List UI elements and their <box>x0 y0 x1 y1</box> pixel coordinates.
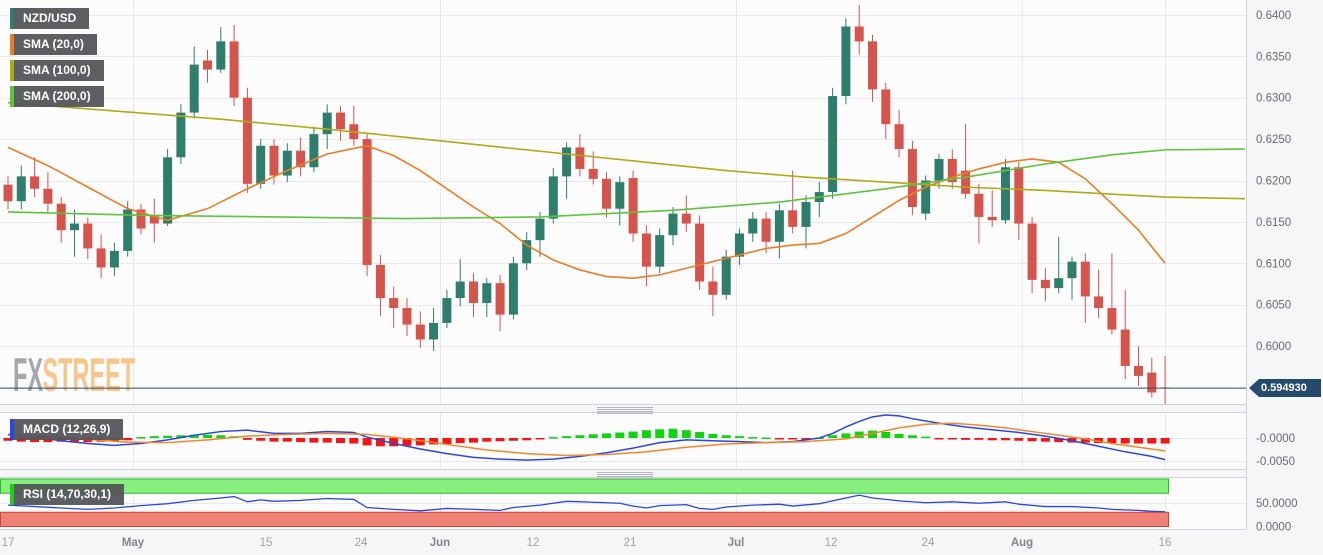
sma20-line <box>7 144 1166 280</box>
panel-splitter-handle[interactable] <box>597 407 653 414</box>
sma100-label: SMA (100,0) <box>23 63 91 77</box>
svg-text:May: May <box>122 537 145 549</box>
svg-text:12: 12 <box>527 537 540 549</box>
svg-text:0.0000: 0.0000 <box>1256 522 1291 534</box>
rsi-label: RSI (14,70,30,1) <box>23 487 112 501</box>
macd-legend-chip[interactable]: MACD (12,26,9) <box>10 419 124 440</box>
svg-text:-0.0050: -0.0050 <box>1256 456 1295 468</box>
svg-text:24: 24 <box>922 537 935 549</box>
signal-line <box>7 422 1166 457</box>
svg-text:17: 17 <box>2 537 15 549</box>
candles-layer[interactable] <box>3 4 1170 406</box>
fxstreet-watermark: FX STREET <box>13 348 135 401</box>
sma200-line <box>7 148 1245 220</box>
svg-text:Jul: Jul <box>728 537 745 549</box>
sma200-legend-chip[interactable]: SMA (200,0) <box>10 86 104 107</box>
svg-text:0.6200: 0.6200 <box>1256 176 1291 188</box>
sma200-color-bar <box>10 86 14 107</box>
sma-overlays <box>7 101 1245 280</box>
sma20-color-bar <box>10 34 14 55</box>
svg-text:50.0000: 50.0000 <box>1256 498 1298 510</box>
svg-text:16: 16 <box>1159 537 1172 549</box>
macd-label: MACD (12,26,9) <box>23 422 111 436</box>
panel-splitter-handle[interactable] <box>597 472 653 479</box>
svg-text:0.6350: 0.6350 <box>1256 51 1291 63</box>
rsi-line <box>7 494 1166 513</box>
svg-text:Jun: Jun <box>430 537 450 549</box>
macd-panel[interactable] <box>0 413 1246 469</box>
current-price-badge: 0.594930 <box>1249 379 1321 397</box>
svg-text:24: 24 <box>355 537 368 549</box>
macd-line <box>7 414 1166 461</box>
watermark-fx: FX <box>13 348 43 401</box>
price-axis-labels: 0.6400 0.6350 0.6300 0.6250 0.6200 0.6150 0.61… <box>1256 10 1298 534</box>
gridlines <box>0 0 1246 529</box>
svg-text:Aug: Aug <box>1011 537 1033 549</box>
svg-text:0.6000: 0.6000 <box>1256 341 1291 353</box>
rsi-color-bar <box>10 484 14 505</box>
date-axis-labels: 17 May 15 24 Jun 12 21 Jul 12 24 Aug 16 <box>2 537 1172 549</box>
svg-text:0.6400: 0.6400 <box>1256 10 1291 22</box>
rsi-bands <box>0 478 1169 527</box>
sma100-line <box>7 101 1245 200</box>
symbol-legend-chip[interactable]: NZD/USD <box>10 8 90 29</box>
sma20-legend-chip[interactable]: SMA (20,0) <box>10 34 97 55</box>
sma100-legend-chip[interactable]: SMA (100,0) <box>10 60 104 81</box>
svg-text:-0.0000: -0.0000 <box>1256 433 1295 445</box>
svg-text:12: 12 <box>825 537 838 549</box>
sma200-label: SMA (200,0) <box>23 89 91 103</box>
macd-color-bar <box>10 419 14 440</box>
symbol-label: NZD/USD <box>23 11 77 25</box>
sma100-color-bar <box>10 60 14 81</box>
panel-borders <box>0 0 1247 530</box>
symbol-color-bar <box>10 8 14 29</box>
svg-text:0.6250: 0.6250 <box>1256 134 1291 146</box>
sma20-label: SMA (20,0) <box>23 37 84 51</box>
watermark-street: STREET <box>43 348 136 401</box>
svg-text:0.6100: 0.6100 <box>1256 258 1291 270</box>
svg-text:0.6150: 0.6150 <box>1256 217 1291 229</box>
svg-text:21: 21 <box>624 537 637 549</box>
svg-text:0.6300: 0.6300 <box>1256 93 1291 105</box>
rsi-legend-chip[interactable]: RSI (14,70,30,1) <box>10 484 125 505</box>
macd-lines <box>7 414 1166 461</box>
svg-text:0.6050: 0.6050 <box>1256 300 1291 312</box>
svg-text:15: 15 <box>260 537 273 549</box>
